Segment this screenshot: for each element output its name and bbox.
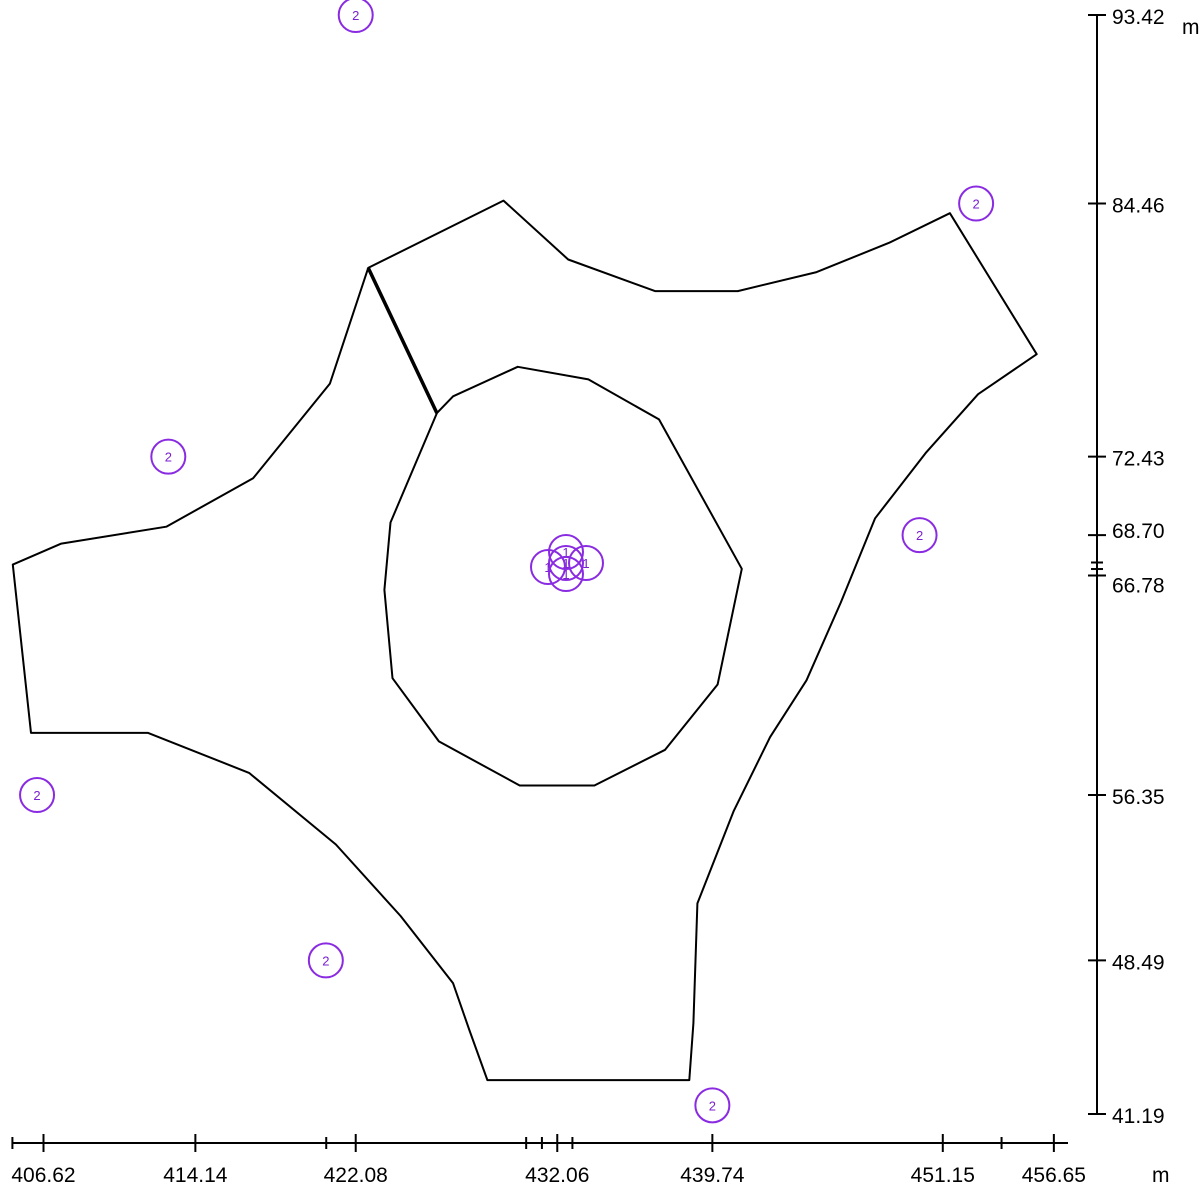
marker-2[interactable]: 2 (150, 438, 187, 475)
marker-label: 1 (562, 567, 569, 582)
y-axis: m 93.42 84.46 72.43 68.70 66.78 56.35 48.49 41.… (1088, 6, 1200, 1128)
marker-circle (548, 556, 584, 592)
marker-label: 2 (33, 788, 40, 803)
marker-2[interactable]: 2 (901, 517, 938, 554)
marker-circle (694, 1087, 731, 1124)
marker-2[interactable]: 2 (19, 777, 56, 814)
inner-ring (383, 365, 743, 787)
x-tick-label: 406.62 (11, 1164, 75, 1186)
marker-label: 2 (916, 528, 923, 543)
marker-label: 1 (544, 560, 551, 575)
y-tick-label: 48.49 (1112, 951, 1165, 974)
marker-label: 2 (709, 1098, 716, 1113)
marker-label: 2 (322, 953, 329, 968)
marker-2[interactable]: 2 (694, 1087, 731, 1124)
marker-circle (530, 549, 566, 585)
marker-1[interactable]: 1 (530, 549, 566, 585)
y-tick-label: 84.46 (1112, 195, 1165, 218)
x-tick-label: 422.08 (324, 1164, 388, 1186)
marker-label: 1 (582, 556, 589, 571)
marker-circle (901, 517, 938, 554)
x-tick-label: 439.74 (680, 1164, 745, 1186)
y-tick-label: 66.78 (1112, 575, 1165, 598)
y-tick-label: 68.70 (1112, 520, 1165, 543)
y-tick-label: 56.35 (1112, 786, 1165, 809)
marker-circle (548, 545, 584, 581)
x-tick-label: 432.06 (525, 1164, 589, 1186)
x-axis-unit: m (1152, 1164, 1170, 1186)
marker-1[interactable]: 1 (548, 545, 584, 581)
x-axis: m 406.62 414.14 422.08 432.06 439.74 451.15 45… (11, 1134, 1170, 1186)
marker-1[interactable]: 1 (548, 556, 584, 592)
y-tick-label: 41.19 (1112, 1105, 1165, 1128)
marker-2[interactable]: 2 (307, 942, 344, 979)
marker-circle (150, 438, 187, 475)
x-tick-label: 456.65 (1022, 1164, 1086, 1186)
marker-label: 2 (972, 197, 979, 212)
marker-label: 1 (562, 545, 569, 560)
y-tick-label: 72.43 (1112, 448, 1165, 471)
marker-1[interactable]: 1 (548, 534, 584, 570)
marker-label: 2 (165, 450, 172, 465)
y-tick-label: 93.42 (1112, 6, 1165, 29)
boundary-layer (11, 199, 1038, 1082)
connector-line (366, 267, 439, 414)
marker-circle (548, 534, 584, 570)
marker-circle (307, 942, 344, 979)
marker-circle (568, 545, 604, 581)
marker-2[interactable]: 2 (958, 185, 995, 222)
x-tick-label: 414.14 (163, 1164, 228, 1186)
marker-circle (958, 185, 995, 222)
marker-circle (19, 777, 56, 814)
marker-1[interactable]: 1 (568, 545, 604, 581)
y-axis-unit: m (1182, 16, 1200, 39)
marker-2[interactable]: 2 (337, 0, 374, 33)
marker-circle (337, 0, 374, 33)
x-tick-label: 451.15 (911, 1164, 975, 1186)
marker-label: 2 (352, 8, 359, 23)
outer-boundary (11, 199, 1038, 1082)
marker-label: 1 (562, 556, 569, 571)
